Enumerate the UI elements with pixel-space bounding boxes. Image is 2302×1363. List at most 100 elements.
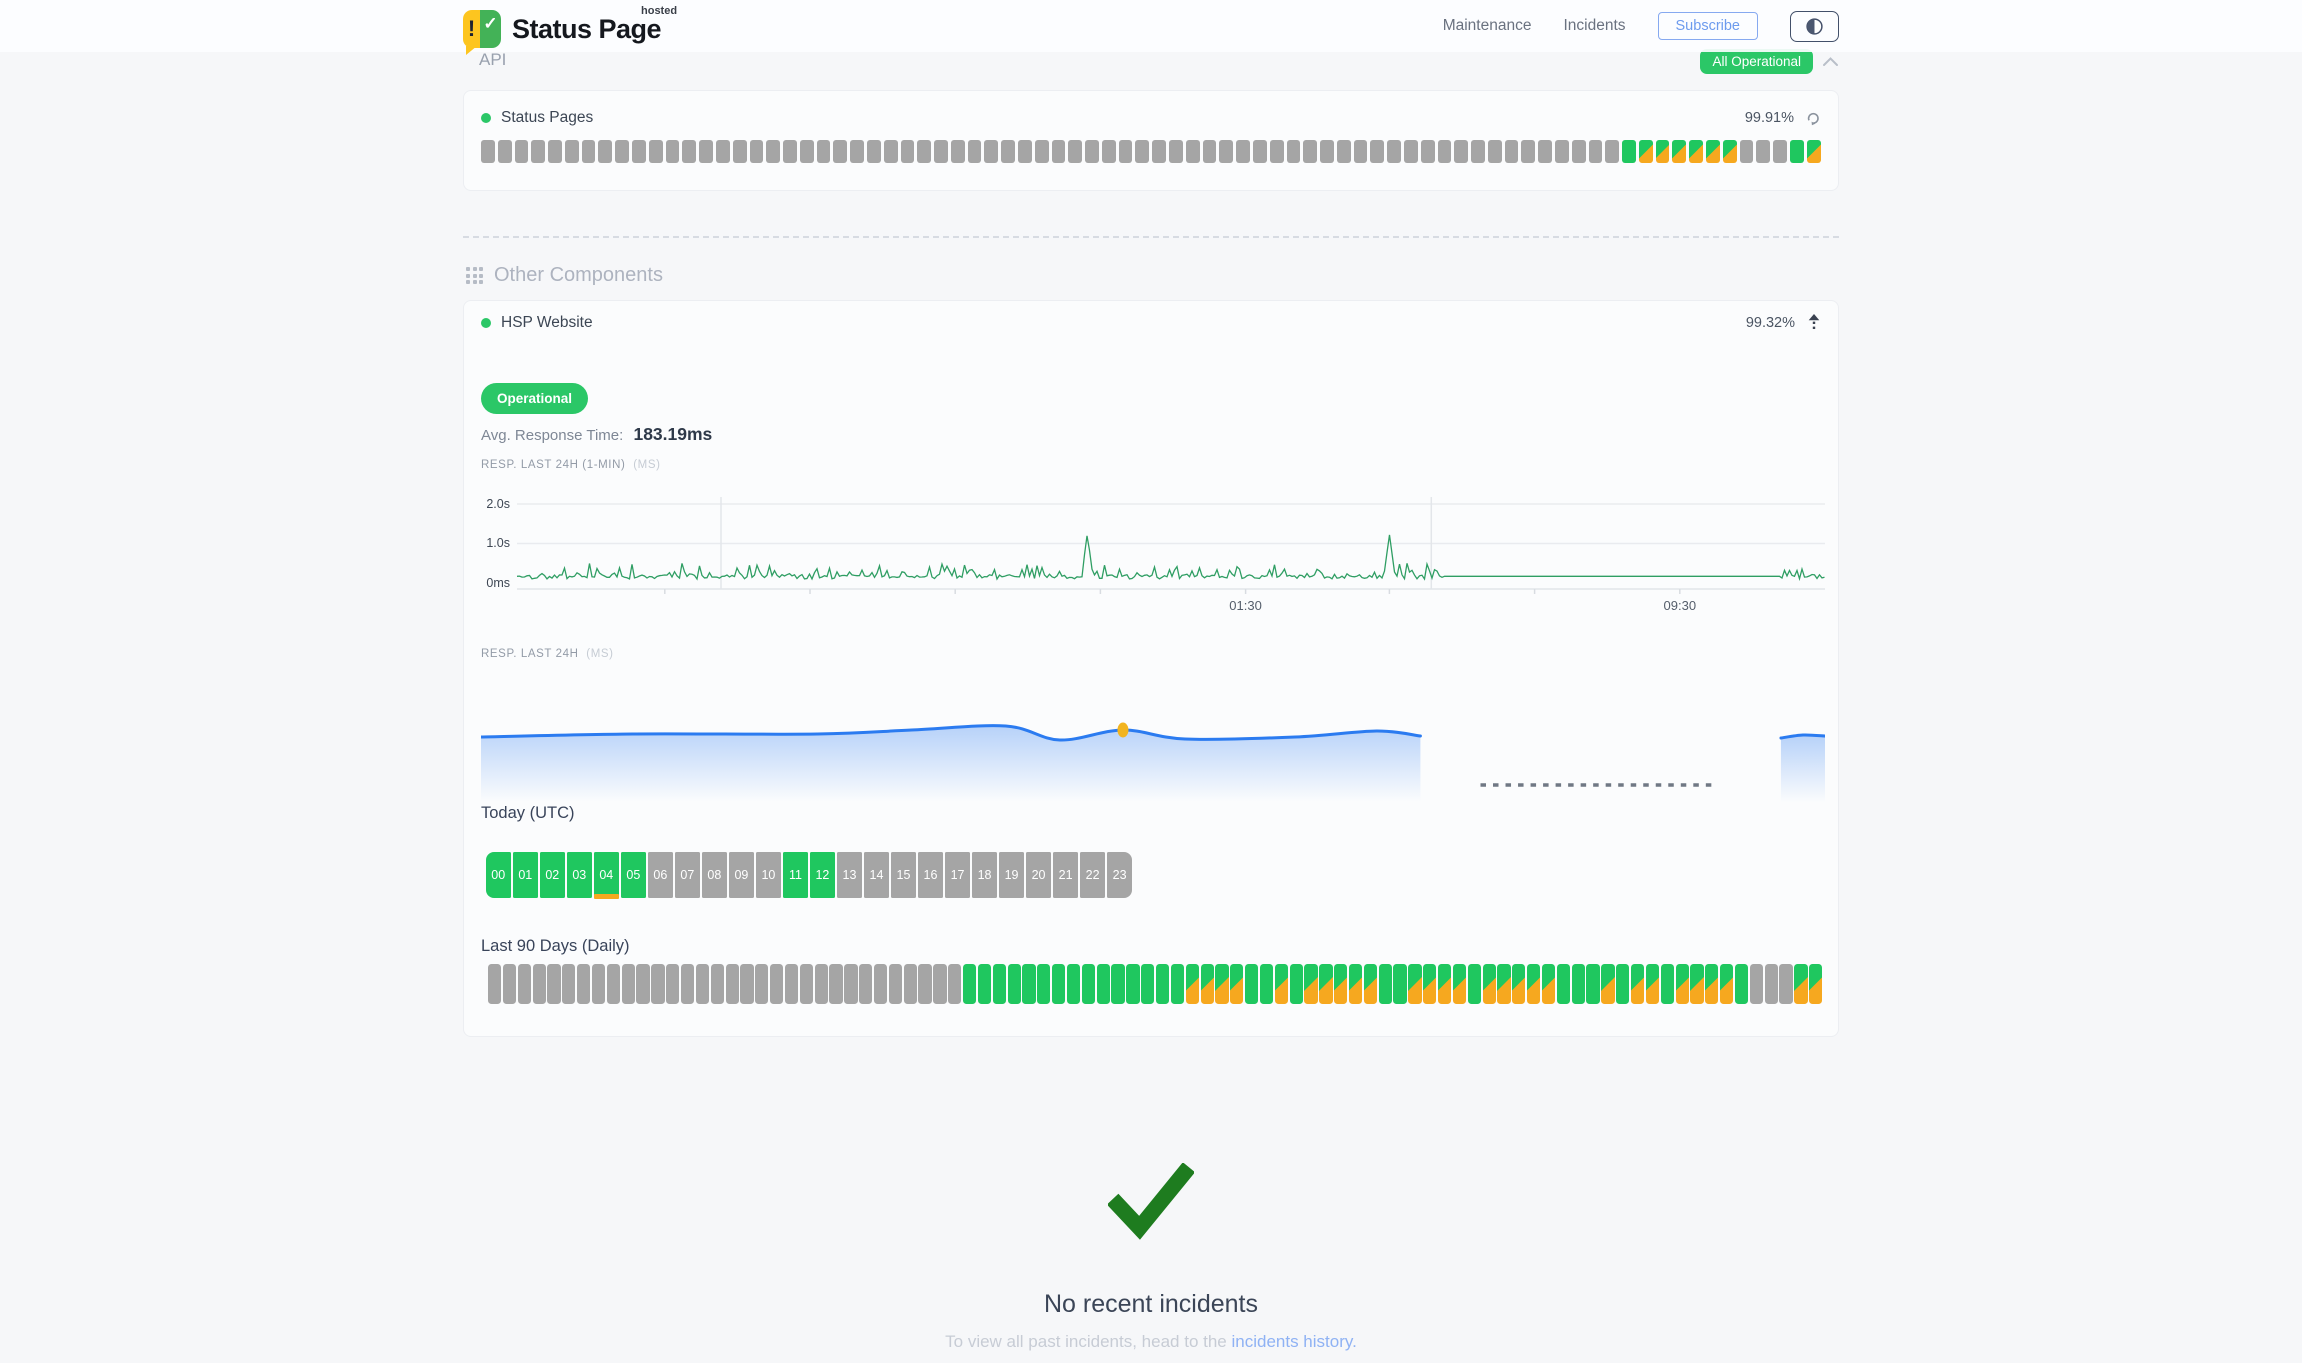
uptime-segment[interactable] [866, 140, 881, 163]
hour-block[interactable]: 16 [918, 852, 943, 898]
uptime-segment[interactable] [1705, 964, 1719, 1004]
uptime-segment[interactable] [850, 140, 864, 163]
hour-block[interactable]: 06 [648, 852, 673, 898]
uptime-segment[interactable] [1437, 140, 1452, 163]
last-90-days-bar-chart[interactable] [488, 964, 1823, 1004]
uptime-segment[interactable] [833, 140, 848, 163]
uptime-segment[interactable] [1185, 964, 1199, 1004]
uptime-segment[interactable] [621, 964, 635, 1004]
uptime-segment[interactable] [1734, 964, 1749, 1004]
uptime-segment[interactable] [514, 140, 529, 163]
uptime-segment[interactable] [900, 140, 915, 163]
uptime-segment[interactable] [1169, 140, 1183, 163]
uptime-segment[interactable] [873, 964, 888, 1004]
uptime-segment[interactable] [1034, 140, 1049, 163]
response-time-line-chart[interactable]: 2.0s 1.0s 0ms 01:30 09:30 [481, 497, 1825, 619]
uptime-segment[interactable] [984, 140, 999, 163]
uptime-segment[interactable] [1219, 140, 1234, 163]
hour-block[interactable]: 03 [567, 852, 592, 898]
uptime-segment[interactable] [1081, 964, 1095, 1004]
uptime-segment[interactable] [814, 964, 828, 1004]
uptime-segment[interactable] [1521, 140, 1536, 163]
uptime-segment[interactable] [1420, 140, 1435, 163]
uptime-segment[interactable] [1616, 964, 1630, 1004]
uptime-segment[interactable] [1482, 964, 1496, 1004]
uptime-segment[interactable] [517, 964, 531, 1004]
uptime-segment[interactable] [481, 140, 495, 163]
uptime-segment[interactable] [531, 140, 546, 163]
uptime-segment[interactable] [977, 964, 992, 1004]
uptime-segment[interactable] [1452, 964, 1467, 1004]
uptime-segment[interactable] [1170, 964, 1185, 1004]
uptime-segment[interactable] [1085, 140, 1099, 163]
hour-block[interactable]: 07 [675, 852, 700, 898]
hour-block[interactable]: 20 [1026, 852, 1051, 898]
incidents-history-link[interactable]: incidents history. [1231, 1332, 1357, 1351]
uptime-segment[interactable] [799, 964, 813, 1004]
uptime-segment[interactable] [1487, 140, 1502, 163]
response-time-area-chart[interactable] [479, 686, 1827, 806]
hour-block[interactable]: 10 [756, 852, 781, 898]
uptime-segment[interactable] [1541, 964, 1556, 1004]
uptime-segment[interactable] [1068, 140, 1083, 163]
uptime-segment[interactable] [1605, 140, 1620, 163]
uptime-segment[interactable] [1393, 964, 1407, 1004]
uptime-segment[interactable] [1722, 140, 1737, 163]
hour-block[interactable]: 04 [594, 852, 619, 899]
uptime-segment[interactable] [816, 140, 831, 163]
uptime-segment[interactable] [933, 964, 947, 1004]
uptime-segment[interactable] [934, 140, 948, 163]
uptime-segment[interactable] [1773, 140, 1787, 163]
uptime-segment[interactable] [1348, 964, 1363, 1004]
hour-block[interactable]: 15 [891, 852, 916, 898]
uptime-segment[interactable] [1051, 140, 1066, 163]
uptime-segment[interactable] [950, 140, 965, 163]
uptime-segment[interactable] [1497, 964, 1511, 1004]
uptime-segment[interactable] [1809, 964, 1823, 1004]
uptime-segment[interactable] [562, 964, 576, 1004]
uptime-segment[interactable] [918, 964, 932, 1004]
uptime-segment[interactable] [1438, 964, 1452, 1004]
uptime-segment[interactable] [1370, 140, 1385, 163]
uptime-segment[interactable] [1286, 140, 1301, 163]
uptime-segment[interactable] [1706, 140, 1720, 163]
uptime-segment[interactable] [1601, 964, 1615, 1004]
uptime-segment[interactable] [766, 140, 781, 163]
uptime-segment[interactable] [1538, 140, 1552, 163]
uptime-segment[interactable] [651, 964, 665, 1004]
uptime-segment[interactable] [1037, 964, 1051, 1004]
brand[interactable]: ! ✓ Status Page hosted [463, 5, 677, 55]
uptime-segment[interactable] [1303, 140, 1318, 163]
hour-block[interactable]: 11 [783, 852, 808, 898]
uptime-segment[interactable] [963, 964, 977, 1004]
hour-block[interactable]: 01 [513, 852, 538, 898]
uptime-segment[interactable] [1764, 964, 1778, 1004]
uptime-segment[interactable] [1630, 964, 1645, 1004]
hour-block[interactable]: 02 [540, 852, 565, 898]
uptime-segment[interactable] [1467, 964, 1481, 1004]
uptime-segment[interactable] [1274, 964, 1288, 1004]
hour-block[interactable]: 14 [864, 852, 889, 898]
uptime-segment[interactable] [710, 964, 724, 1004]
uptime-segment[interactable] [1586, 964, 1600, 1004]
uptime-segment[interactable] [859, 964, 873, 1004]
uptime-segment[interactable] [1320, 140, 1334, 163]
uptime-segment[interactable] [532, 964, 546, 1004]
uptime-segment[interactable] [1334, 964, 1348, 1004]
collapse-arrow-icon[interactable] [1807, 313, 1821, 332]
uptime-segment[interactable] [548, 140, 562, 163]
subscribe-button[interactable]: Subscribe [1657, 12, 1758, 40]
uptime-segment[interactable] [1504, 140, 1519, 163]
uptime-segment[interactable] [1571, 140, 1586, 163]
uptime-segment[interactable] [1403, 140, 1418, 163]
uptime-segment[interactable] [1555, 140, 1569, 163]
uptime-segment[interactable] [1200, 964, 1214, 1004]
uptime-segment[interactable] [488, 964, 502, 1004]
uptime-segment[interactable] [636, 964, 650, 1004]
uptime-segment[interactable] [1756, 140, 1771, 163]
uptime-segment[interactable] [682, 140, 697, 163]
uptime-segment[interactable] [1363, 964, 1378, 1004]
uptime-segment[interactable] [1527, 964, 1541, 1004]
uptime-segment[interactable] [1672, 140, 1687, 163]
uptime-segment[interactable] [1660, 964, 1674, 1004]
